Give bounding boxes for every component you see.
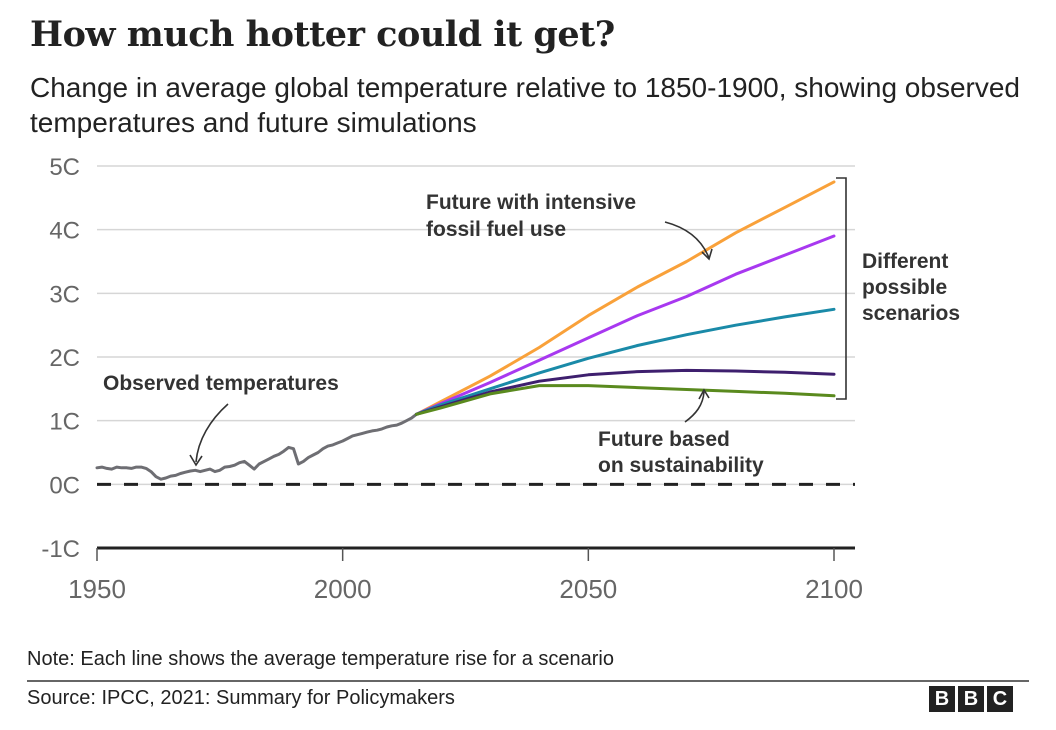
- arrow-head-sustainability: [698, 388, 710, 400]
- y-tick-label: 1C: [49, 409, 80, 436]
- series-line-future-based-on-sustainability: [414, 384, 836, 416]
- x-tick-label: 2050: [559, 574, 617, 604]
- chart-note: Note: Each line shows the average temper…: [27, 648, 614, 670]
- chart-title: How much hotter could it get?: [30, 14, 615, 55]
- x-tick-label: 2100: [805, 574, 863, 604]
- data-series: [95, 180, 836, 481]
- annotation-fossil-line-1: Future with intensive: [426, 191, 636, 214]
- bbc-logo-letter: B: [958, 686, 984, 712]
- annotation-scenarios-line-1: Different: [862, 250, 948, 273]
- y-tick-label: 0C: [49, 472, 80, 499]
- line-chart: 5C 4C 3C 2C 1C 0C -1C 1950 2000 2050 2100 Observe…: [41, 154, 960, 604]
- arrow-sustainability: [684, 391, 705, 423]
- y-tick-label: 5C: [49, 154, 80, 181]
- x-tick-label: 2000: [314, 574, 372, 604]
- bbc-logo: B B C: [929, 686, 1013, 712]
- series-line-intermediate-scenario: [414, 307, 836, 416]
- arrow-head-fossil: [701, 248, 713, 261]
- annotation-observed: Observed temperatures: [103, 372, 339, 395]
- annotation-scenarios-line-2: possible: [862, 276, 947, 299]
- x-tick-label: 1950: [68, 574, 126, 604]
- footer-divider: [27, 680, 1029, 682]
- y-tick-label: 2C: [49, 345, 80, 372]
- scenario-bracket: [836, 177, 847, 400]
- annotation-sustainability-line-1: Future based: [598, 428, 730, 451]
- x-axis: 1950 2000 2050 2100: [68, 546, 863, 604]
- bbc-logo-letter: C: [987, 686, 1013, 712]
- series-line-observed-temperatures: [95, 412, 418, 481]
- y-tick-label: 3C: [49, 281, 80, 308]
- bbc-logo-letter: B: [929, 686, 955, 712]
- arrow-observed: [195, 403, 229, 463]
- annotation-scenarios-line-3: scenarios: [862, 302, 960, 325]
- chart-source: Source: IPCC, 2021: Summary for Policyma…: [27, 687, 455, 709]
- y-tick-label: -1C: [41, 536, 80, 563]
- annotation-sustainability-line-2: on sustainability: [598, 454, 764, 477]
- series-line-future-with-intensive-fossil-fuel-use: [414, 180, 836, 416]
- series-line-high-emissions-scenario: [414, 234, 836, 416]
- chart-subtitle: Change in average global temperature rel…: [30, 72, 1020, 138]
- arrow-fossil: [664, 221, 710, 259]
- y-axis-tick-labels: 5C 4C 3C 2C 1C 0C -1C: [41, 154, 80, 563]
- annotations: Observed temperatures Future with intens…: [103, 177, 960, 477]
- annotation-fossil-line-2: fossil fuel use: [426, 218, 566, 241]
- gridlines: [97, 165, 855, 486]
- y-tick-label: 4C: [49, 218, 80, 245]
- arrow-head-observed: [189, 454, 203, 467]
